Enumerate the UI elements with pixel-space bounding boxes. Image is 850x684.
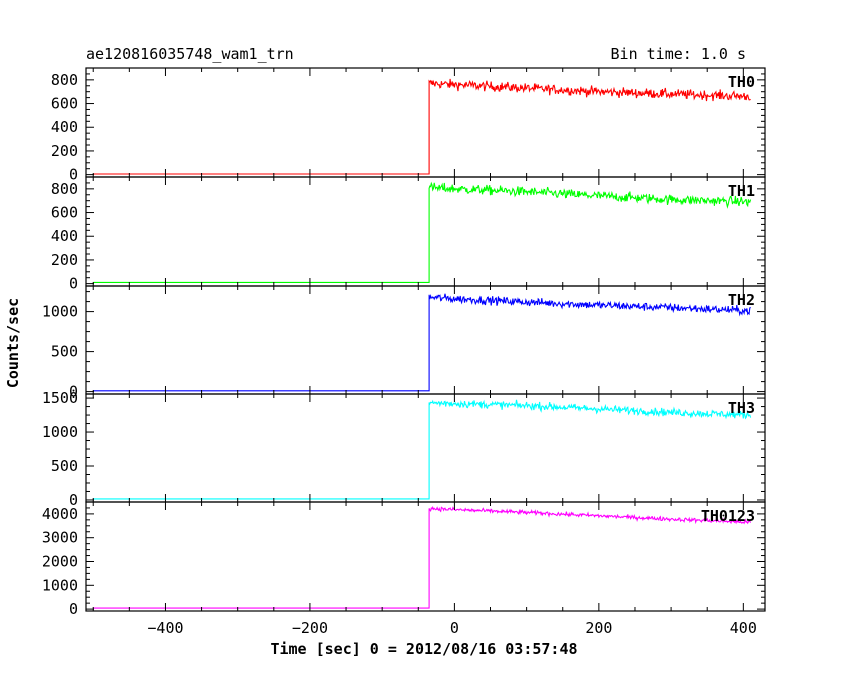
series-label-th1: TH1 <box>728 182 755 200</box>
y-tick-label: 0 <box>69 491 78 509</box>
panels-group: 0 200 400 600 800 TH0 0 200 400 600 800 TH1 0 500 1000… <box>42 67 766 637</box>
y-tick-label: 1500 <box>42 389 78 407</box>
bin-time-label: Bin time: 1.0 s <box>611 45 746 63</box>
chart-title: ae120816035748_wam1_trn <box>86 45 294 63</box>
y-tick-label: 400 <box>51 118 78 136</box>
panel-frame <box>85 285 766 395</box>
panel-th3: 0 500 1000 1500 TH3 <box>42 389 766 509</box>
y-tick-label: 4000 <box>42 505 78 523</box>
y-tick-label: 600 <box>51 204 78 222</box>
y-tick-label: 0 <box>69 600 78 618</box>
panel-frame <box>85 393 766 503</box>
series-label-th3: TH3 <box>728 399 755 417</box>
y-tick-label: 600 <box>51 95 78 113</box>
y-tick-label: 800 <box>51 71 78 89</box>
y-tick-label: 1000 <box>42 303 78 321</box>
x-tick-label: 400 <box>730 619 757 637</box>
series-line-th2 <box>93 293 751 392</box>
panel-th0: 0 200 400 600 800 TH0 <box>51 67 766 184</box>
series-label-th0: TH0 <box>728 73 755 91</box>
panel-th0123: 0 1000 2000 3000 4000 TH0123 <box>42 501 766 618</box>
series-line-th0123 <box>93 505 752 609</box>
y-tick-label: 3000 <box>42 529 78 547</box>
y-tick-label: 1000 <box>42 576 78 594</box>
y-tick-label: 800 <box>51 180 78 198</box>
y-tick-label: 200 <box>51 251 78 269</box>
y-tick-label: 500 <box>51 457 78 475</box>
panel-th1: 0 200 400 600 800 TH1 <box>51 176 766 293</box>
x-axis-label: Time [sec] 0 = 2012/08/16 03:57:48 <box>270 640 577 658</box>
y-tick-label: 400 <box>51 227 78 245</box>
series-line-th0 <box>93 78 751 175</box>
x-tick-label: −200 <box>292 619 328 637</box>
panel-frame <box>85 501 766 612</box>
y-tick-label: 500 <box>51 343 78 361</box>
x-tick-label: −400 <box>147 619 183 637</box>
y-tick-label: 2000 <box>42 552 78 570</box>
panel-th2: 0 500 1000 TH2 <box>42 285 766 401</box>
y-tick-label: 1000 <box>42 423 78 441</box>
series-line-th1 <box>93 181 752 283</box>
x-tick-label: 200 <box>585 619 612 637</box>
panel-frame <box>85 176 766 287</box>
panel-frame <box>85 67 766 178</box>
y-tick-label: 200 <box>51 142 78 160</box>
y-tick-label: 0 <box>69 383 78 401</box>
series-label-th0123: TH0123 <box>701 507 755 525</box>
y-tick-label: 0 <box>69 166 78 184</box>
y-tick-label: 0 <box>69 275 78 293</box>
y-axis-label: Counts/sec <box>4 298 22 388</box>
series-line-th3 <box>93 399 752 500</box>
x-tick-label: 0 <box>450 619 459 637</box>
series-label-th2: TH2 <box>728 291 755 309</box>
